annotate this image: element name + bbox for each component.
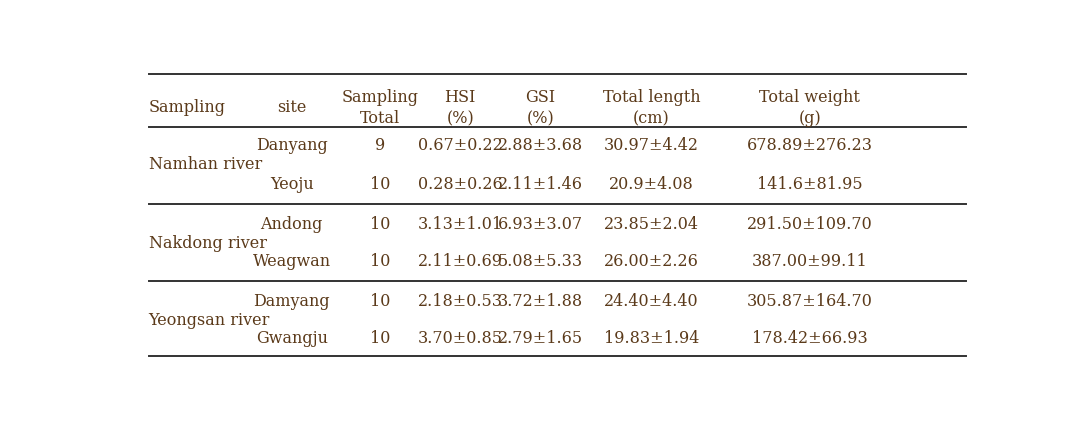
Text: (cm): (cm) (633, 110, 670, 127)
Text: 26.00±2.26: 26.00±2.26 (604, 253, 699, 270)
Text: 24.40±4.40: 24.40±4.40 (604, 293, 699, 310)
Text: 6.93±3.07: 6.93±3.07 (498, 216, 583, 233)
Text: Total length: Total length (602, 89, 700, 106)
Text: 387.00±99.11: 387.00±99.11 (752, 253, 867, 270)
Text: HSI: HSI (445, 89, 476, 106)
Text: 141.6±81.95: 141.6±81.95 (757, 176, 863, 192)
Text: 30.97±4.42: 30.97±4.42 (604, 137, 699, 154)
Text: 0.67±0.22: 0.67±0.22 (417, 137, 502, 154)
Text: site: site (277, 99, 307, 116)
Text: Total: Total (360, 110, 400, 127)
Text: 10: 10 (370, 216, 390, 233)
Text: 2.88±3.68: 2.88±3.68 (498, 137, 583, 154)
Text: 291.50±109.70: 291.50±109.70 (747, 216, 873, 233)
Text: 20.9±4.08: 20.9±4.08 (609, 176, 694, 192)
Text: Yeoju: Yeoju (270, 176, 313, 192)
Text: 2.79±1.65: 2.79±1.65 (498, 330, 583, 347)
Text: 2.18±0.53: 2.18±0.53 (417, 293, 502, 310)
Text: 3.13±1.01: 3.13±1.01 (417, 216, 503, 233)
Text: Andong: Andong (261, 216, 323, 233)
Text: 678.89±276.23: 678.89±276.23 (747, 137, 873, 154)
Text: (%): (%) (447, 110, 474, 127)
Text: 10: 10 (370, 293, 390, 310)
Text: 305.87±164.70: 305.87±164.70 (747, 293, 873, 310)
Text: 2.11±1.46: 2.11±1.46 (498, 176, 583, 192)
Text: GSI: GSI (525, 89, 555, 106)
Text: 3.72±1.88: 3.72±1.88 (498, 293, 583, 310)
Text: 10: 10 (370, 176, 390, 192)
Text: Damyang: Damyang (253, 293, 330, 310)
Text: Sampling: Sampling (149, 99, 225, 116)
Text: 2.11±0.69: 2.11±0.69 (417, 253, 502, 270)
Text: (g): (g) (799, 110, 821, 127)
Text: 9: 9 (375, 137, 385, 154)
Text: 3.70±0.85: 3.70±0.85 (417, 330, 502, 347)
Text: 10: 10 (370, 253, 390, 270)
Text: Sampling: Sampling (341, 89, 418, 106)
Text: 0.28±0.26: 0.28±0.26 (417, 176, 502, 192)
Text: Danyang: Danyang (255, 137, 327, 154)
Text: 5.08±5.33: 5.08±5.33 (498, 253, 583, 270)
Text: 10: 10 (370, 330, 390, 347)
Text: 19.83±1.94: 19.83±1.94 (603, 330, 699, 347)
Text: 178.42±66.93: 178.42±66.93 (752, 330, 867, 347)
Text: Weagwan: Weagwan (252, 253, 330, 270)
Text: Gwangju: Gwangju (255, 330, 327, 347)
Text: Total weight: Total weight (760, 89, 860, 106)
Text: Nakdong river: Nakdong river (149, 234, 266, 251)
Text: (%): (%) (526, 110, 554, 127)
Text: 23.85±2.04: 23.85±2.04 (604, 216, 699, 233)
Text: Namhan river: Namhan river (149, 156, 262, 173)
Text: Yeongsan river: Yeongsan river (149, 312, 270, 329)
